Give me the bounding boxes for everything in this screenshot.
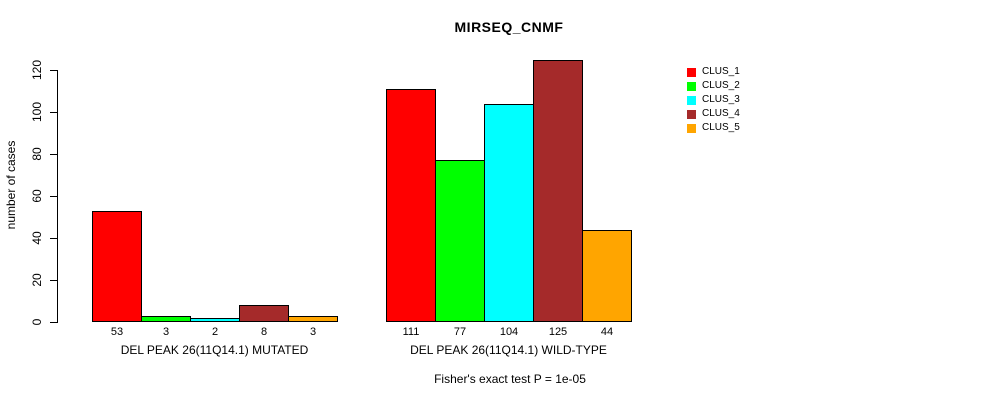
legend-label: CLUS_1	[702, 66, 740, 77]
bar-clus_4-group2	[533, 59, 583, 322]
y-axis-tick	[50, 322, 57, 323]
y-axis-tick	[50, 238, 57, 239]
bar-value-label: 44	[600, 326, 614, 338]
bar-clus_4-group1	[239, 305, 289, 322]
y-axis-title: number of cases	[4, 140, 18, 230]
legend-swatch-clus_4	[687, 109, 696, 119]
bar-value-label: 53	[110, 326, 124, 338]
y-axis-tick-label: 20	[30, 273, 44, 287]
y-axis-tick-label: 40	[30, 231, 44, 245]
y-axis-tick-label: 100	[30, 101, 44, 123]
y-axis-tick-label: 80	[30, 147, 44, 161]
bar-clus_3-group2	[484, 103, 534, 322]
caption-fishers-test: Fisher's exact test P = 1e-05	[434, 372, 586, 386]
legend-label: CLUS_2	[702, 80, 740, 91]
bar-clus_5-group2	[582, 229, 632, 322]
legend-item: CLUS_4	[687, 107, 740, 121]
bar-value-label: 111	[402, 326, 420, 338]
bar-clus_1-group2	[386, 88, 436, 322]
legend-label: CLUS_3	[702, 94, 740, 105]
legend-item: CLUS_3	[687, 93, 740, 107]
y-axis-tick	[50, 112, 57, 113]
group-label: DEL PEAK 26(11Q14.1) MUTATED	[120, 343, 309, 357]
y-axis-line	[57, 70, 58, 323]
y-axis-tick	[50, 280, 57, 281]
bar-clus_1-group1	[92, 210, 142, 322]
y-axis-tick-label: 0	[30, 318, 44, 326]
y-axis-tick	[50, 70, 57, 71]
bar-value-label: 3	[162, 326, 170, 338]
bar-value-label: 2	[211, 326, 219, 338]
bar-value-label: 125	[548, 326, 568, 338]
legend: CLUS_1 CLUS_2 CLUS_3 CLUS_4 CLUS_5	[687, 65, 740, 135]
group-label: DEL PEAK 26(11Q14.1) WILD-TYPE	[410, 343, 607, 357]
legend-item: CLUS_2	[687, 79, 740, 93]
y-axis-tick	[50, 154, 57, 155]
legend-label: CLUS_4	[702, 108, 740, 119]
y-axis-tick-label: 120	[30, 59, 44, 81]
bar-value-label: 8	[260, 326, 268, 338]
y-axis-tick	[50, 196, 57, 197]
legend-swatch-clus_2	[687, 81, 696, 91]
bar-clus_5-group1	[288, 315, 338, 322]
legend-item: CLUS_1	[687, 65, 740, 79]
bar-clus_2-group2	[435, 160, 485, 322]
legend-swatch-clus_1	[687, 67, 696, 77]
legend-label: CLUS_5	[702, 122, 740, 133]
bar-clus_3-group1	[190, 317, 240, 322]
legend-swatch-clus_5	[687, 123, 696, 133]
bar-value-label: 104	[499, 326, 519, 338]
bar-value-label: 3	[309, 326, 317, 338]
y-axis-tick-label: 60	[30, 189, 44, 203]
legend-swatch-clus_3	[687, 95, 696, 105]
bar-clus_2-group1	[141, 315, 191, 322]
bar-value-label: 77	[453, 326, 467, 338]
legend-item: CLUS_5	[687, 121, 740, 135]
chart-title: MIRSEQ_CNMF	[454, 19, 564, 35]
